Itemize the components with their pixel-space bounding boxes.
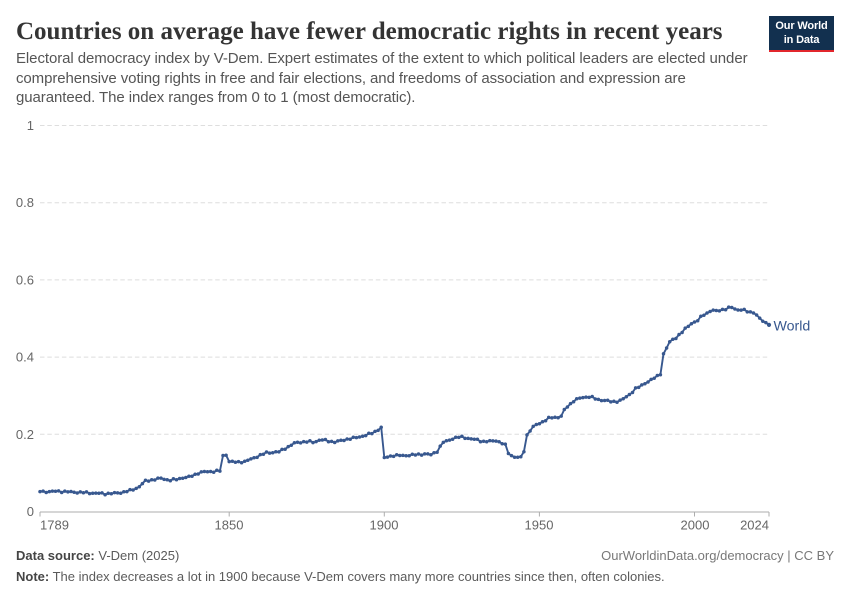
svg-text:0.2: 0.2 bbox=[16, 427, 34, 442]
svg-text:1789: 1789 bbox=[40, 518, 69, 533]
svg-text:0.4: 0.4 bbox=[16, 350, 34, 365]
svg-text:2024: 2024 bbox=[740, 518, 769, 533]
svg-text:1850: 1850 bbox=[215, 518, 244, 533]
svg-text:World: World bbox=[774, 319, 811, 335]
svg-text:0.6: 0.6 bbox=[16, 272, 34, 287]
svg-text:0: 0 bbox=[27, 504, 34, 519]
svg-text:1950: 1950 bbox=[525, 518, 554, 533]
svg-text:2000: 2000 bbox=[681, 518, 710, 533]
svg-text:0.8: 0.8 bbox=[16, 195, 34, 210]
svg-text:1: 1 bbox=[27, 118, 34, 133]
svg-text:1900: 1900 bbox=[370, 518, 399, 533]
